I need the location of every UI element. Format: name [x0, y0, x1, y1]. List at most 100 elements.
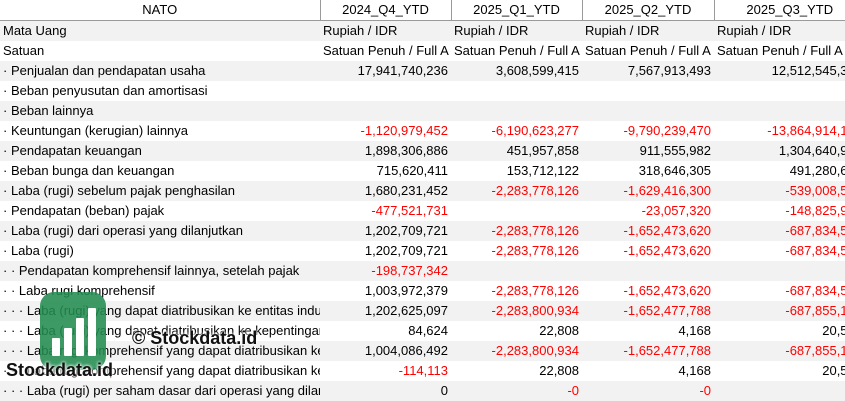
cell-value[interactable]: 491,280,618	[714, 161, 845, 181]
cell-value[interactable]: -13,864,914,195	[714, 121, 845, 141]
cell-value[interactable]	[451, 201, 582, 221]
cell-value[interactable]: -0	[714, 381, 845, 401]
cell-value[interactable]: -687,834,537	[714, 221, 845, 241]
header-2025-q3[interactable]: 2025_Q3_YTD	[714, 0, 845, 21]
header-2024-q4[interactable]: 2024_Q4_YTD	[320, 0, 451, 21]
cell-value[interactable]	[451, 261, 582, 281]
cell-value[interactable]: 715,620,411	[320, 161, 451, 181]
cell-value[interactable]: 7,567,913,493	[582, 61, 714, 81]
header-2025-q1[interactable]: 2025_Q1_YTD	[451, 0, 582, 21]
cell-value[interactable]: -23,057,320	[582, 201, 714, 221]
cell-value[interactable]	[451, 81, 582, 101]
cell-value[interactable]: -2,283,778,126	[451, 281, 582, 301]
cell-value[interactable]: 17,941,740,236	[320, 61, 451, 81]
cell-value[interactable]: -2,283,778,126	[451, 181, 582, 201]
cell-value[interactable]: -2,283,778,126	[451, 221, 582, 241]
cell-value[interactable]	[582, 101, 714, 121]
row-label[interactable]: · Beban lainnya	[0, 101, 320, 121]
cell-value[interactable]: 153,712,122	[451, 161, 582, 181]
cell-value[interactable]: -198,737,342	[320, 261, 451, 281]
cell-value[interactable]: -687,855,103	[714, 301, 845, 321]
cell-value[interactable]: 451,957,858	[451, 141, 582, 161]
cell-value[interactable]: -2,283,778,126	[451, 241, 582, 261]
cell-value[interactable]	[714, 261, 845, 281]
cell-value[interactable]	[714, 101, 845, 121]
cell-value[interactable]: 1,202,625,097	[320, 301, 451, 321]
cell-value[interactable]: Rupiah / IDR	[320, 21, 451, 42]
cell-value[interactable]: 22,808	[451, 321, 582, 341]
cell-value[interactable]: -687,834,537	[714, 281, 845, 301]
cell-value[interactable]: 911,555,982	[582, 141, 714, 161]
cell-value[interactable]: -477,521,731	[320, 201, 451, 221]
cell-value[interactable]: Satuan Penuh / Full A	[451, 41, 582, 61]
cell-value[interactable]: 1,898,306,886	[320, 141, 451, 161]
cell-value[interactable]: 3,608,599,415	[451, 61, 582, 81]
cell-value[interactable]: -1,629,416,300	[582, 181, 714, 201]
cell-value[interactable]: -148,825,970	[714, 201, 845, 221]
row-label[interactable]: · · · Laba (rugi) yang dapat diatribusik…	[0, 301, 320, 321]
cell-value[interactable]: -1,652,477,788	[582, 301, 714, 321]
cell-value[interactable]: -1,120,979,452	[320, 121, 451, 141]
cell-value[interactable]: 22,808	[451, 361, 582, 381]
row-label[interactable]: · Beban bunga dan keuangan	[0, 161, 320, 181]
row-label[interactable]: · Beban penyusutan dan amortisasi	[0, 81, 320, 101]
cell-value[interactable]: 12,512,545,317	[714, 61, 845, 81]
cell-value[interactable]: -1,652,473,620	[582, 221, 714, 241]
row-label[interactable]: · · · Laba rugi komprehensif yang dapat …	[0, 341, 320, 361]
cell-value[interactable]: -1,652,477,788	[582, 341, 714, 361]
cell-value[interactable]: -2,283,800,934	[451, 301, 582, 321]
row-label[interactable]: · · · Laba (rugi) yang dapat diatribusik…	[0, 321, 320, 341]
row-label[interactable]: · · Laba rugi komprehensif	[0, 281, 320, 301]
cell-value[interactable]: -687,834,537	[714, 241, 845, 261]
cell-value[interactable]: -0	[582, 381, 714, 401]
cell-value[interactable]: 1,003,972,379	[320, 281, 451, 301]
cell-value[interactable]: 1,202,709,721	[320, 241, 451, 261]
row-label[interactable]: · · Pendapatan komprehensif lainnya, set…	[0, 261, 320, 281]
cell-value[interactable]: Satuan Penuh / Full A	[582, 41, 714, 61]
header-2025-q2[interactable]: 2025_Q2_YTD	[582, 0, 714, 21]
cell-value[interactable]: 4,168	[582, 321, 714, 341]
row-label[interactable]: · Penjualan dan pendapatan usaha	[0, 61, 320, 81]
cell-value[interactable]: 1,680,231,452	[320, 181, 451, 201]
cell-value[interactable]: -1,652,473,620	[582, 281, 714, 301]
cell-value[interactable]: 1,304,640,929	[714, 141, 845, 161]
cell-value[interactable]: 4,168	[582, 361, 714, 381]
row-label[interactable]: · · · Laba (rugi) per saham dasar dari o…	[0, 381, 320, 401]
cell-value[interactable]: Rupiah / IDR	[714, 21, 845, 42]
cell-value[interactable]: -114,113	[320, 361, 451, 381]
cell-value[interactable]: Rupiah / IDR	[451, 21, 582, 42]
cell-value[interactable]: -2,283,800,934	[451, 341, 582, 361]
cell-value[interactable]: -0	[451, 381, 582, 401]
cell-value[interactable]: 318,646,305	[582, 161, 714, 181]
cell-value[interactable]: 1,004,086,492	[320, 341, 451, 361]
cell-value[interactable]	[320, 101, 451, 121]
cell-value[interactable]: 20,566	[714, 321, 845, 341]
cell-value[interactable]: 84,624	[320, 321, 451, 341]
row-label[interactable]: · Keuntungan (kerugian) lainnya	[0, 121, 320, 141]
cell-value[interactable]: -9,790,239,470	[582, 121, 714, 141]
row-label[interactable]: · Pendapatan (beban) pajak	[0, 201, 320, 221]
cell-value[interactable]: Rupiah / IDR	[582, 21, 714, 42]
row-label[interactable]: · Pendapatan keuangan	[0, 141, 320, 161]
cell-value[interactable]: -6,190,623,277	[451, 121, 582, 141]
cell-value[interactable]: 1,202,709,721	[320, 221, 451, 241]
cell-value[interactable]	[714, 81, 845, 101]
cell-value[interactable]	[320, 81, 451, 101]
row-label[interactable]: · Laba (rugi) sebelum pajak penghasilan	[0, 181, 320, 201]
row-label[interactable]: · Laba (rugi)	[0, 241, 320, 261]
cell-value[interactable]	[451, 101, 582, 121]
cell-value[interactable]: 0	[320, 381, 451, 401]
row-label[interactable]: Satuan	[0, 41, 320, 61]
cell-value[interactable]	[582, 81, 714, 101]
cell-value[interactable]: 20,566	[714, 361, 845, 381]
header-corner[interactable]: NATO	[0, 0, 320, 21]
row-label[interactable]: · · · Laba rugi komprehensif yang dapat …	[0, 361, 320, 381]
cell-value[interactable]: -539,008,567	[714, 181, 845, 201]
cell-value[interactable]: -1,652,473,620	[582, 241, 714, 261]
cell-value[interactable]	[582, 261, 714, 281]
cell-value[interactable]: Satuan Penuh / Full A	[714, 41, 845, 61]
cell-value[interactable]: -687,855,103	[714, 341, 845, 361]
cell-value[interactable]: Satuan Penuh / Full A	[320, 41, 451, 61]
row-label[interactable]: Mata Uang	[0, 21, 320, 42]
row-label[interactable]: · Laba (rugi) dari operasi yang dilanjut…	[0, 221, 320, 241]
